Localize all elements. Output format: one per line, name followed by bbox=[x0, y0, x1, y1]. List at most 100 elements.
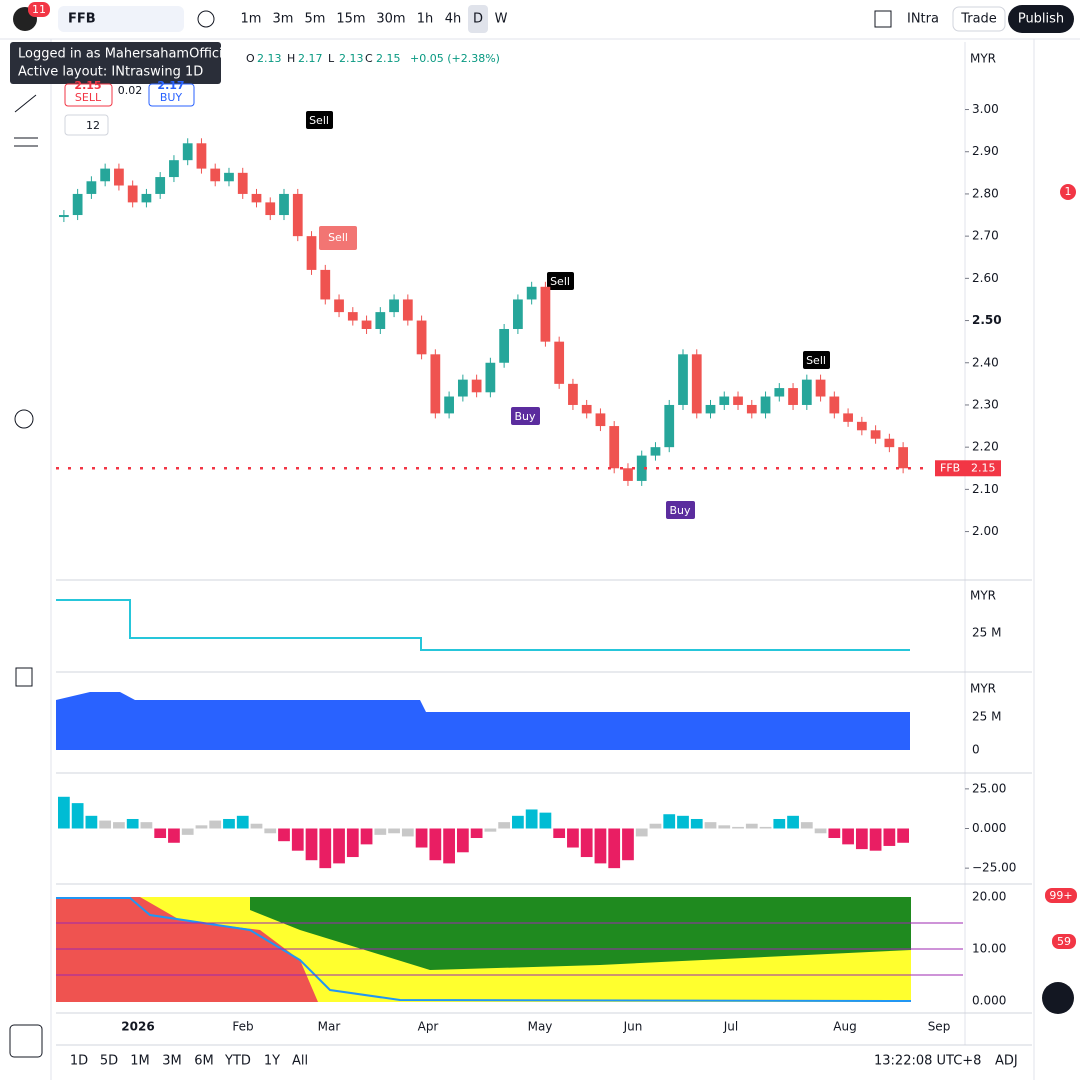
signal: Sell bbox=[309, 114, 329, 127]
candle bbox=[279, 193, 289, 216]
candle bbox=[540, 286, 551, 342]
range[interactable]: 6M bbox=[194, 1054, 214, 1069]
publish-button[interactable] bbox=[1008, 5, 1074, 33]
candle bbox=[141, 193, 152, 203]
oscillator-bar bbox=[401, 828, 414, 837]
ohlc: 2.17 bbox=[298, 52, 323, 65]
interval[interactable]: D bbox=[473, 12, 483, 27]
ohlc: C bbox=[365, 52, 373, 65]
oscillator-bar bbox=[250, 823, 263, 829]
candle bbox=[292, 193, 303, 237]
candle bbox=[59, 215, 69, 218]
oscillator-bar bbox=[291, 828, 304, 851]
badge-count: 59 bbox=[1057, 935, 1071, 948]
indicator-count: 12 bbox=[86, 119, 100, 132]
candle bbox=[86, 181, 97, 194]
oscillator-bar bbox=[388, 828, 400, 834]
candle bbox=[320, 269, 331, 300]
x-tick-label: Aug bbox=[833, 1020, 856, 1034]
range[interactable]: 3M bbox=[162, 1054, 182, 1069]
oscillator-bar bbox=[484, 828, 497, 832]
interval[interactable]: 15m bbox=[336, 12, 365, 27]
fullscreen-icon[interactable] bbox=[874, 10, 892, 28]
buy-button[interactable] bbox=[148, 83, 195, 107]
apps-button[interactable] bbox=[1042, 982, 1074, 1014]
range[interactable]: 1Y bbox=[264, 1054, 280, 1069]
oscillator-bar bbox=[622, 828, 634, 861]
oscillator-bar bbox=[842, 828, 854, 845]
y-tick-label: 2.80 bbox=[972, 186, 999, 200]
symbol-search[interactable] bbox=[58, 6, 184, 32]
tooltip bbox=[10, 42, 221, 84]
candle bbox=[375, 312, 386, 329]
range[interactable]: 1M bbox=[130, 1054, 150, 1069]
range[interactable]: 5D bbox=[100, 1054, 118, 1069]
badge bbox=[1060, 184, 1076, 200]
oscillator-bar bbox=[443, 828, 455, 864]
badge-count: 1 bbox=[1065, 185, 1072, 198]
y-tick-label: 2.00 bbox=[972, 524, 999, 538]
interval[interactable]: 3m bbox=[273, 12, 294, 27]
x-tick-label: Sep bbox=[928, 1020, 951, 1034]
oscillator-bar bbox=[663, 814, 676, 829]
oscillator-bar bbox=[140, 822, 153, 829]
candle bbox=[870, 430, 881, 439]
range[interactable]: YTD bbox=[224, 1054, 251, 1069]
trade-button[interactable] bbox=[952, 6, 1006, 32]
interval[interactable]: W bbox=[495, 12, 508, 27]
oscillator-bar bbox=[580, 828, 593, 858]
oscillator-bar bbox=[470, 828, 483, 839]
interval[interactable]: 5m bbox=[305, 12, 326, 27]
add-symbol[interactable] bbox=[197, 10, 215, 28]
oscillator-bar bbox=[415, 828, 428, 848]
range[interactable]: All bbox=[292, 1054, 308, 1069]
oscillator-bar bbox=[264, 828, 277, 834]
y-tick-label: 2.20 bbox=[972, 440, 999, 454]
oscillator-bar bbox=[787, 815, 799, 829]
signal-box bbox=[666, 501, 695, 519]
interval[interactable]: 30m bbox=[376, 12, 405, 27]
candle bbox=[182, 143, 193, 161]
range[interactable]: 1D bbox=[70, 1054, 88, 1069]
y-tick-label: 2.10 bbox=[972, 482, 999, 496]
ohlc: 2.13 bbox=[339, 52, 364, 65]
candle bbox=[169, 160, 179, 178]
axis-label: 20.00 bbox=[972, 890, 1006, 904]
oscillator-bar bbox=[236, 815, 249, 829]
candle bbox=[650, 447, 661, 456]
oscillator-bar bbox=[690, 818, 703, 829]
indicator-area bbox=[250, 897, 911, 970]
oscillator-bar bbox=[594, 828, 607, 864]
axis-label: 0 bbox=[972, 743, 980, 757]
oscillator-bar bbox=[883, 828, 896, 846]
indicator-line bbox=[56, 897, 912, 1002]
candle bbox=[788, 388, 798, 405]
interval[interactable]: 1m bbox=[241, 12, 262, 27]
oscillator-bar bbox=[897, 828, 909, 843]
candle bbox=[581, 404, 592, 414]
indicators-toggle[interactable] bbox=[64, 114, 109, 136]
candle bbox=[636, 455, 647, 481]
axis-label: 25 M bbox=[972, 626, 1001, 640]
oscillator-bar bbox=[99, 820, 112, 829]
oscillator-bar bbox=[553, 828, 566, 839]
candle bbox=[513, 299, 523, 329]
badge bbox=[1052, 934, 1076, 949]
ohlc: L bbox=[328, 52, 335, 65]
candle bbox=[334, 299, 344, 313]
candle bbox=[485, 362, 496, 393]
interval[interactable]: 1h bbox=[417, 12, 434, 27]
badge bbox=[1045, 888, 1077, 903]
interval[interactable]: 4h bbox=[445, 12, 462, 27]
candle bbox=[678, 354, 688, 405]
signal-box bbox=[319, 226, 357, 250]
candle bbox=[884, 438, 895, 448]
layout[interactable]: INtra bbox=[907, 12, 939, 27]
signal: Sell bbox=[806, 354, 826, 367]
signal-box bbox=[511, 407, 540, 425]
candle bbox=[457, 379, 468, 397]
y-tick-label: 2.40 bbox=[972, 355, 999, 369]
adj[interactable]: ADJ bbox=[995, 1054, 1018, 1069]
sell-button[interactable] bbox=[64, 83, 113, 107]
